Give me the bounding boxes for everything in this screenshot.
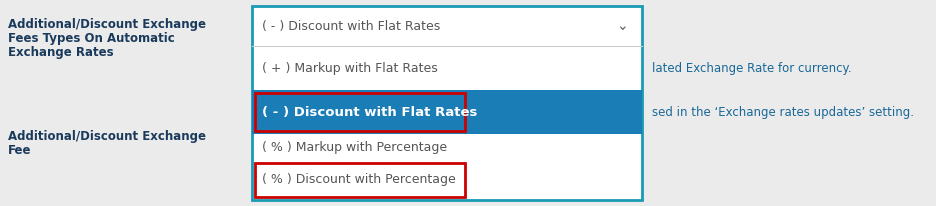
Text: ( - ) Discount with Flat Rates: ( - ) Discount with Flat Rates	[262, 105, 476, 118]
Text: sed in the ‘Exchange rates updates’ setting.: sed in the ‘Exchange rates updates’ sett…	[651, 105, 913, 118]
Text: Fees Types On Automatic: Fees Types On Automatic	[8, 32, 174, 45]
Text: lated Exchange Rate for currency.: lated Exchange Rate for currency.	[651, 62, 851, 75]
FancyBboxPatch shape	[252, 90, 641, 134]
Text: Fee: Fee	[8, 144, 32, 157]
FancyBboxPatch shape	[252, 6, 641, 200]
Text: Additional/Discount Exchange: Additional/Discount Exchange	[8, 130, 206, 143]
Text: Additional/Discount Exchange: Additional/Discount Exchange	[8, 18, 206, 31]
Text: ( % ) Discount with Percentage: ( % ) Discount with Percentage	[262, 173, 455, 186]
Text: ( + ) Markup with Flat Rates: ( + ) Markup with Flat Rates	[262, 62, 437, 75]
Text: ( - ) Discount with Flat Rates: ( - ) Discount with Flat Rates	[262, 20, 440, 33]
Text: Exchange Rates: Exchange Rates	[8, 46, 113, 59]
Text: ⌄: ⌄	[616, 19, 627, 33]
Text: ( % ) Markup with Percentage: ( % ) Markup with Percentage	[262, 140, 446, 153]
